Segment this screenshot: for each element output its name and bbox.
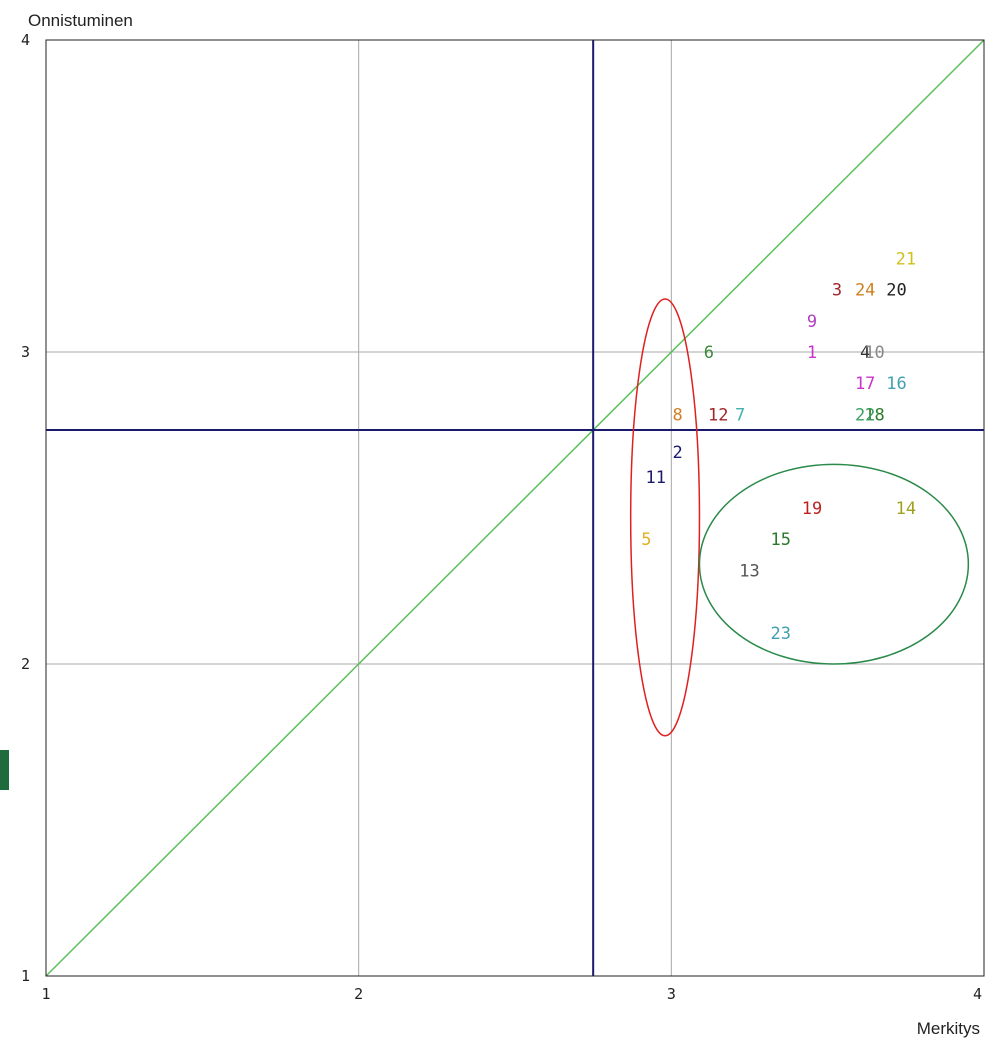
y-tick-label-1: 1: [21, 967, 30, 985]
data-point-17: 17: [855, 374, 875, 394]
x-tick-label-3: 3: [667, 985, 676, 1003]
x-axis-label: Merkitys: [917, 1019, 980, 1038]
side-marker: [0, 750, 9, 790]
plot-frame: [45, 39, 985, 977]
data-point-11: 11: [645, 468, 665, 488]
data-point-16: 16: [886, 374, 906, 394]
data-point-1: 1: [807, 343, 817, 363]
data-point-12: 12: [708, 405, 728, 425]
data-point-21: 21: [896, 249, 916, 269]
data-point-10: 10: [864, 343, 884, 363]
x-tick-label-1: 1: [41, 985, 50, 1003]
data-point-14: 14: [896, 499, 916, 519]
data-point-3: 3: [832, 281, 842, 301]
data-point-18: 18: [864, 405, 884, 425]
data-point-20: 20: [886, 281, 906, 301]
highlight-ellipse-green: [698, 463, 970, 665]
data-point-19: 19: [802, 499, 822, 519]
data-point-13: 13: [739, 561, 759, 581]
y-tick-label-2: 2: [21, 655, 30, 673]
x-tick-label-2: 2: [354, 985, 363, 1003]
data-point-8: 8: [672, 405, 682, 425]
y-tick-label-3: 3: [21, 343, 30, 361]
highlight-ellipse-red: [629, 298, 701, 737]
y-tick-label-4: 4: [21, 31, 30, 49]
data-point-4: 4: [860, 343, 870, 363]
data-point-7: 7: [735, 405, 745, 425]
data-point-15: 15: [771, 530, 791, 550]
reference-lines: [45, 39, 985, 977]
y-axis-label: Onnistuminen: [28, 11, 133, 30]
data-point-6: 6: [704, 343, 714, 363]
data-point-24: 24: [855, 281, 875, 301]
data-point-23: 23: [771, 624, 791, 644]
x-tick-label-4: 4: [973, 985, 982, 1003]
data-point-2: 2: [672, 443, 682, 463]
data-point-22: 22: [855, 405, 875, 425]
data-point-9: 9: [807, 312, 817, 332]
annotations: [629, 298, 970, 737]
data-point-5: 5: [641, 530, 651, 550]
diagonal-line: [45, 39, 985, 977]
